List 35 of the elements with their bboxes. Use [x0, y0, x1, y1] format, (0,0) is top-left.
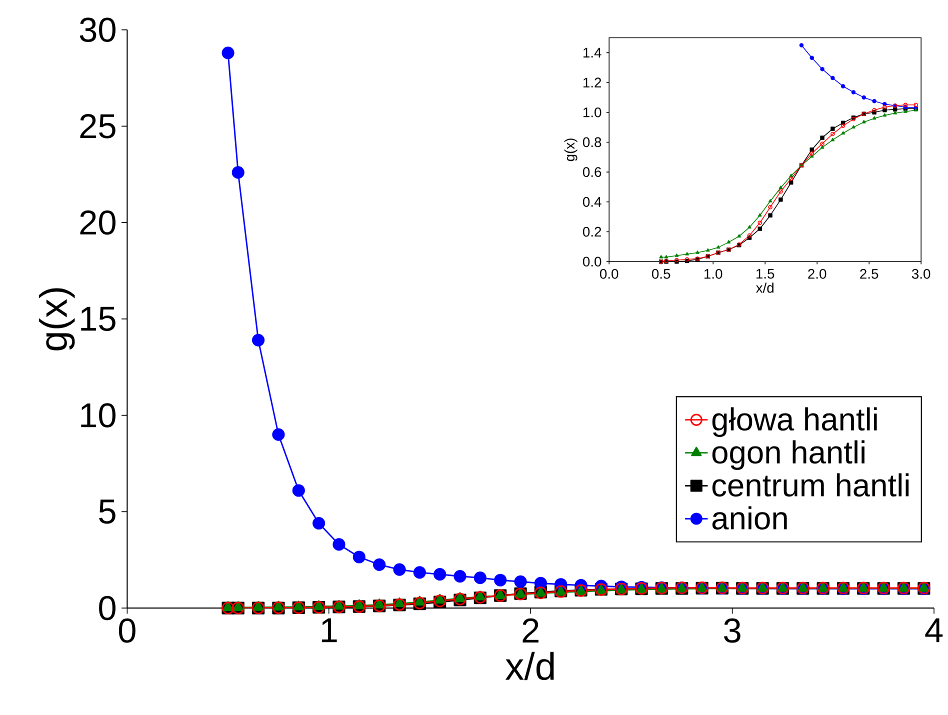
x-tick-label: 3.0	[912, 268, 930, 279]
legend-label: ogon hantli	[712, 440, 864, 470]
y-tick-label: 25	[80, 114, 116, 138]
x-tick-label: 1	[322, 618, 337, 642]
y-tick-label: 1.0	[583, 107, 602, 118]
y-tick-label: 0	[99, 596, 116, 620]
x-tick-label: 0.5	[652, 268, 670, 279]
x-tick-label: 1.0	[704, 268, 722, 279]
x-tick-label: 1.5	[756, 268, 774, 278]
y-tick-label: 5	[99, 499, 116, 524]
y-tick-label: 15	[81, 306, 116, 331]
y-axis-title: g(x)	[38, 288, 75, 350]
x-tick-label: 3	[724, 618, 740, 643]
y-tick-label: 0.0	[582, 256, 602, 266]
y-tick-label: 0.2	[582, 226, 602, 237]
legend-label: głowa hantli	[712, 407, 877, 437]
x-tick-label: 2.5	[860, 268, 878, 279]
y-tick-label: 0.6	[582, 166, 602, 177]
x-tick-label: 0	[118, 618, 136, 643]
y-tick-label: 1.4	[583, 48, 602, 58]
x-axis-title: x/d	[756, 282, 774, 293]
x-tick-label: 2	[522, 618, 538, 642]
y-tick-label: 1.2	[583, 77, 602, 88]
legend-label: centrum hantli	[712, 473, 909, 496]
y-tick-label: 30	[80, 17, 116, 42]
y-tick-label: 20	[80, 210, 116, 235]
x-tick-label: 2.0	[808, 268, 826, 279]
y-axis-title: g(x)	[564, 138, 578, 161]
y-tick-label: 0.4	[582, 196, 602, 207]
x-tick-label: 0.0	[600, 268, 618, 279]
legend-label: anion	[712, 506, 787, 530]
y-tick-label: 10	[81, 402, 116, 428]
x-tick-label: 4	[925, 618, 943, 642]
x-axis-title: x/d	[505, 652, 554, 680]
y-tick-label: 0.8	[582, 137, 602, 147]
